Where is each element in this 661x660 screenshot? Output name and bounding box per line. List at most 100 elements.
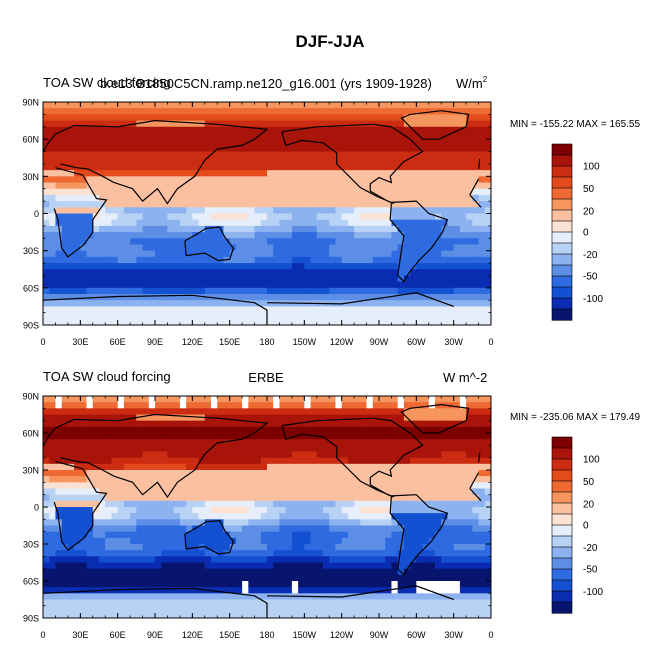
- map-cell: [298, 396, 305, 403]
- map-cell: [484, 433, 492, 440]
- map-cell: [391, 188, 399, 196]
- map-cell: [123, 500, 131, 508]
- min-max-label: MIN = -235.06 MAX = 179.49: [510, 412, 641, 423]
- map-cell: [61, 507, 69, 514]
- map-cell: [267, 176, 274, 183]
- map-cell: [99, 238, 106, 245]
- map-cell: [223, 402, 231, 409]
- map-cell: [111, 188, 119, 196]
- map-cell: [323, 207, 330, 214]
- map-cell: [354, 420, 361, 428]
- map-cell: [347, 102, 355, 109]
- map-cell: [99, 476, 106, 483]
- map-cell: [354, 574, 361, 582]
- map-cell: [148, 500, 156, 508]
- map-cell: [366, 550, 374, 557]
- map-cell: [354, 120, 361, 128]
- map-cell: [242, 275, 249, 283]
- map-cell: [379, 426, 386, 434]
- map-cell: [179, 108, 187, 115]
- map-cell: [291, 476, 299, 483]
- map-cell: [354, 256, 361, 264]
- map-cell: [235, 568, 243, 576]
- map-cell: [304, 182, 311, 190]
- map-cell: [74, 556, 81, 563]
- map-cell: [67, 318, 75, 326]
- map-cell: [105, 312, 112, 320]
- map-cell: [397, 126, 405, 134]
- x-tick-label: 90E: [147, 337, 163, 347]
- map-cell: [260, 537, 268, 545]
- map-cell: [242, 176, 249, 183]
- map-cell: [198, 194, 206, 202]
- map-cell: [235, 269, 243, 276]
- map-cell: [304, 426, 311, 434]
- map-cell: [335, 269, 343, 276]
- map-cell: [347, 294, 355, 301]
- map-cell: [379, 414, 386, 422]
- map-cell: [155, 201, 162, 208]
- map-cell: [285, 531, 293, 539]
- map-cell: [316, 519, 324, 526]
- map-cell: [43, 525, 50, 533]
- map-cell: [316, 108, 324, 115]
- map-cell: [105, 408, 112, 415]
- map-cell: [279, 445, 287, 452]
- map-cell: [459, 145, 467, 152]
- map-cell: [67, 201, 75, 208]
- map-cell: [316, 232, 324, 239]
- map-cell: [111, 145, 119, 152]
- map-cell: [67, 300, 75, 307]
- map-cell: [167, 300, 175, 307]
- map-cell: [372, 519, 380, 526]
- map-cell: [379, 306, 386, 314]
- map-cell: [148, 163, 156, 171]
- map-cell: [248, 102, 255, 109]
- map-cell: [155, 488, 162, 496]
- map-cell: [260, 396, 268, 403]
- map-cell: [186, 163, 193, 171]
- map-cell: [416, 488, 423, 496]
- map-cell: [142, 544, 150, 551]
- map-cell: [459, 531, 467, 539]
- map-cell: [354, 219, 361, 227]
- map-cell: [354, 244, 361, 252]
- map-cell: [329, 163, 336, 171]
- map-cell: [459, 507, 467, 514]
- map-cell: [323, 294, 330, 301]
- map-cell: [80, 513, 87, 520]
- map-cell: [403, 433, 411, 440]
- map-cell: [223, 207, 231, 214]
- map-cell: [123, 263, 131, 270]
- map-cell: [136, 420, 143, 428]
- map-cell: [428, 457, 436, 465]
- map-cell: [360, 507, 367, 514]
- map-cell: [186, 494, 193, 502]
- map-cell: [55, 188, 63, 196]
- map-cell: [235, 556, 243, 563]
- map-cell: [130, 145, 137, 152]
- map-cell: [235, 476, 243, 483]
- map-cell: [329, 396, 336, 403]
- map-cell: [242, 396, 249, 403]
- map-cell: [117, 157, 125, 165]
- map-cell: [422, 300, 430, 307]
- map-cell: [229, 263, 237, 270]
- map-cell: [80, 126, 87, 134]
- map-cell: [459, 451, 467, 459]
- map-cell: [117, 207, 125, 214]
- map-cell: [428, 194, 436, 202]
- map-cell: [148, 439, 156, 446]
- map-cell: [155, 494, 162, 502]
- map-cell: [453, 176, 461, 183]
- map-cell: [366, 488, 374, 496]
- map-cell: [204, 476, 212, 483]
- map-cell: [61, 537, 69, 545]
- map-cell: [260, 574, 268, 582]
- map-cell: [472, 433, 479, 440]
- map-cell: [198, 275, 206, 283]
- map-cell: [403, 250, 411, 258]
- map-cell: [111, 132, 119, 140]
- map-cell: [379, 562, 386, 570]
- map-cell: [80, 188, 87, 196]
